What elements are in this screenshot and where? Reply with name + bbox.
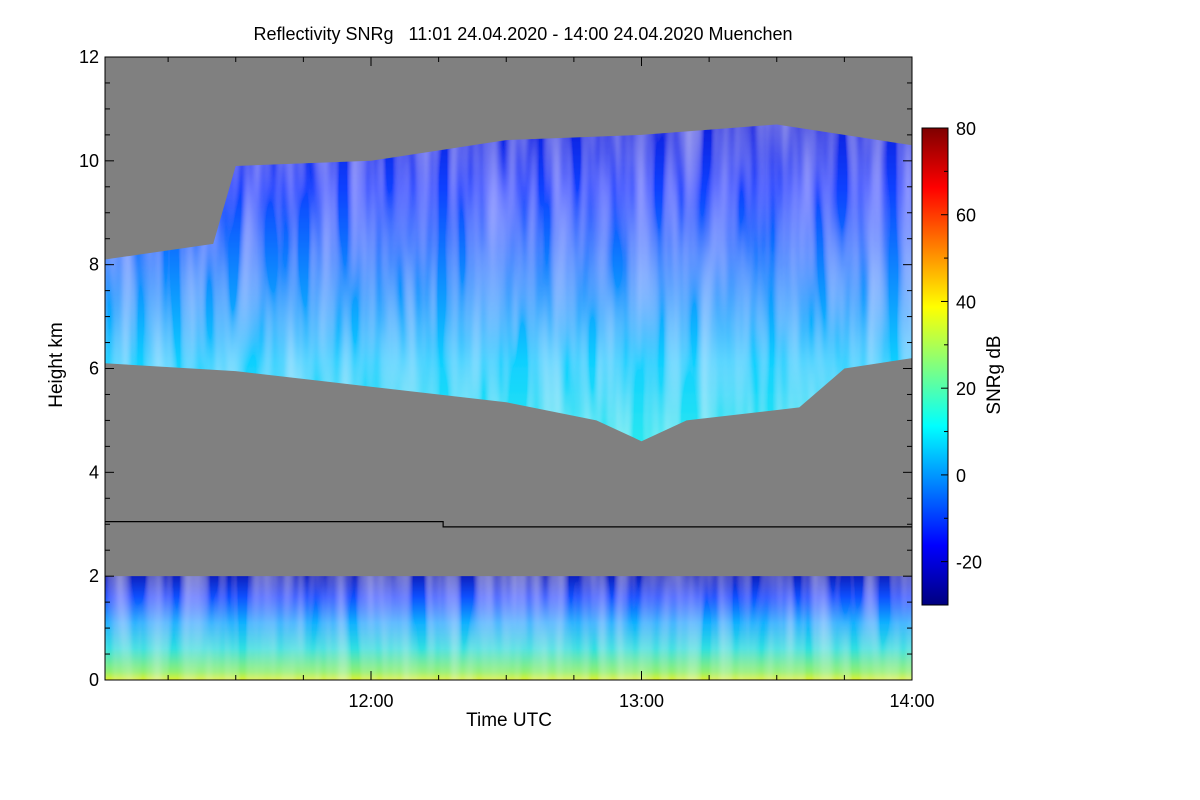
upper-cloud-echo xyxy=(105,124,912,442)
y-axis-label: Height km xyxy=(46,322,67,408)
y-axis: 0 2 4 6 8 10 12 xyxy=(79,47,912,690)
plot-area xyxy=(104,56,913,681)
colorbar-tick-label: 0 xyxy=(956,466,966,486)
y-tick-label: 4 xyxy=(89,462,99,482)
y-tick-label: 8 xyxy=(89,255,99,275)
y-tick-label: 10 xyxy=(79,151,99,171)
colorbar-tick-label: 20 xyxy=(956,379,976,399)
colorbar-label: SNRg dB xyxy=(984,335,1005,414)
x-tick-label: 13:00 xyxy=(619,691,664,711)
y-tick-label: 12 xyxy=(79,47,99,67)
y-tick-label: 6 xyxy=(89,359,99,379)
y-tick-label: 2 xyxy=(89,566,99,586)
colorbar-tick-label: 60 xyxy=(956,206,976,226)
x-axis: 12:00 13:00 14:00 xyxy=(167,57,935,711)
colorbar-tick-label: -20 xyxy=(956,553,982,573)
x-tick-label: 14:00 xyxy=(889,691,934,711)
x-axis-label: Time UTC xyxy=(466,710,552,731)
colorbar: -20 0 20 40 60 80 SNRg dB xyxy=(921,119,1005,606)
lower-boundary-layer-echo xyxy=(105,576,912,680)
colorbar-tick-label: 40 xyxy=(956,292,976,312)
colorbar-ticks: -20 0 20 40 60 80 xyxy=(941,119,982,606)
colorbar-ramp xyxy=(921,127,949,606)
chart-title: Reflectivity SNRg 11:01 24.04.2020 - 14:… xyxy=(253,24,792,44)
colorbar-tick-label: 80 xyxy=(956,119,976,139)
y-tick-label: 0 xyxy=(89,670,99,690)
melting-layer-line xyxy=(105,521,912,528)
x-tick-label: 12:00 xyxy=(348,691,393,711)
